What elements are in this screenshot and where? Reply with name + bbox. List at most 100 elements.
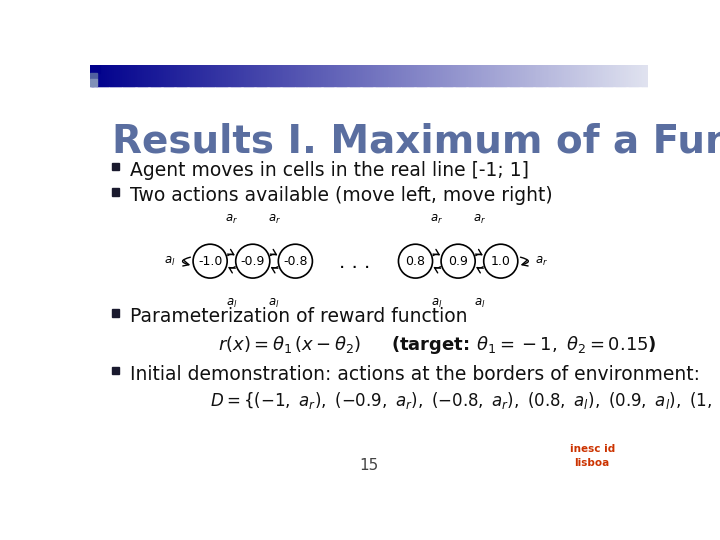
Bar xyxy=(639,65,642,86)
Bar xyxy=(185,65,187,86)
Bar xyxy=(561,65,563,86)
Bar xyxy=(601,65,604,86)
Bar xyxy=(559,65,562,86)
Bar xyxy=(631,65,634,86)
Bar xyxy=(347,65,349,86)
Bar xyxy=(96,65,98,86)
Bar xyxy=(256,65,258,86)
Bar xyxy=(138,65,141,86)
Bar xyxy=(387,65,390,86)
Bar xyxy=(103,65,106,86)
Bar xyxy=(611,65,613,86)
Bar xyxy=(546,65,549,86)
Bar xyxy=(462,65,464,86)
Bar xyxy=(285,65,288,86)
Bar xyxy=(233,65,236,86)
Bar xyxy=(204,65,206,86)
Bar xyxy=(564,65,567,86)
Bar xyxy=(527,65,530,86)
Bar xyxy=(145,65,148,86)
Bar xyxy=(114,65,117,86)
Bar xyxy=(271,65,273,86)
Bar xyxy=(594,65,597,86)
Bar xyxy=(477,65,480,86)
Bar xyxy=(177,65,180,86)
Bar xyxy=(544,65,546,86)
Bar xyxy=(252,65,254,86)
Bar xyxy=(202,65,204,86)
Bar xyxy=(222,65,225,86)
Bar xyxy=(431,65,433,86)
Bar xyxy=(642,65,645,86)
Bar xyxy=(456,65,459,86)
Bar xyxy=(181,65,184,86)
Bar xyxy=(501,65,504,86)
Bar xyxy=(395,65,397,86)
Bar xyxy=(428,65,431,86)
Bar xyxy=(287,65,289,86)
Bar xyxy=(414,65,416,86)
Bar xyxy=(90,65,93,86)
Text: 15: 15 xyxy=(359,457,379,472)
Bar xyxy=(397,65,400,86)
Bar xyxy=(629,65,632,86)
Bar xyxy=(539,65,541,86)
Bar xyxy=(646,65,649,86)
Bar xyxy=(289,65,292,86)
Bar xyxy=(140,65,143,86)
Bar xyxy=(194,65,197,86)
Bar xyxy=(520,65,522,86)
Bar xyxy=(419,65,422,86)
Bar xyxy=(163,65,165,86)
Bar xyxy=(367,65,370,86)
Bar xyxy=(253,65,256,86)
Bar xyxy=(408,65,410,86)
Bar xyxy=(110,65,113,86)
Bar xyxy=(120,65,122,86)
Bar xyxy=(434,65,437,86)
Bar xyxy=(570,65,572,86)
Bar xyxy=(635,65,638,86)
Bar xyxy=(536,65,539,86)
Bar xyxy=(144,65,147,86)
FancyArrowPatch shape xyxy=(476,249,482,255)
Text: $D = \{(-1,\ a_r),\ (-0.9,\ a_r),\ (-0.8,\ a_r),\ (0.8,\ a_l),\ (0.9,\ a_l),\ (1: $D = \{(-1,\ a_r),\ (-0.9,\ a_r),\ (-0.8… xyxy=(210,390,720,411)
Bar xyxy=(624,65,626,86)
Bar xyxy=(620,65,623,86)
Bar xyxy=(215,65,217,86)
Bar xyxy=(507,65,509,86)
FancyArrowPatch shape xyxy=(229,267,235,273)
Bar xyxy=(590,65,593,86)
Bar xyxy=(297,65,299,86)
Bar xyxy=(231,65,234,86)
Bar xyxy=(351,65,353,86)
Bar xyxy=(488,65,490,86)
Text: $a_l$: $a_l$ xyxy=(474,296,485,309)
Bar xyxy=(453,65,455,86)
Bar xyxy=(142,65,145,86)
Bar xyxy=(240,65,243,86)
Bar xyxy=(369,65,372,86)
Bar xyxy=(555,65,557,86)
Bar xyxy=(566,65,569,86)
Bar xyxy=(118,65,120,86)
Bar xyxy=(124,65,126,86)
Bar xyxy=(220,65,222,86)
Text: 0.9: 0.9 xyxy=(448,255,468,268)
Bar xyxy=(606,65,608,86)
Bar xyxy=(282,65,284,86)
Bar xyxy=(310,65,312,86)
Bar xyxy=(415,65,418,86)
Bar xyxy=(469,65,472,86)
Bar xyxy=(323,65,325,86)
Bar xyxy=(109,65,111,86)
Bar xyxy=(155,65,158,86)
Bar xyxy=(243,65,245,86)
Bar xyxy=(94,65,96,86)
Bar xyxy=(332,65,334,86)
Bar xyxy=(278,65,281,86)
Bar xyxy=(339,65,342,86)
Bar xyxy=(542,65,544,86)
Bar xyxy=(105,65,107,86)
Bar xyxy=(186,65,189,86)
